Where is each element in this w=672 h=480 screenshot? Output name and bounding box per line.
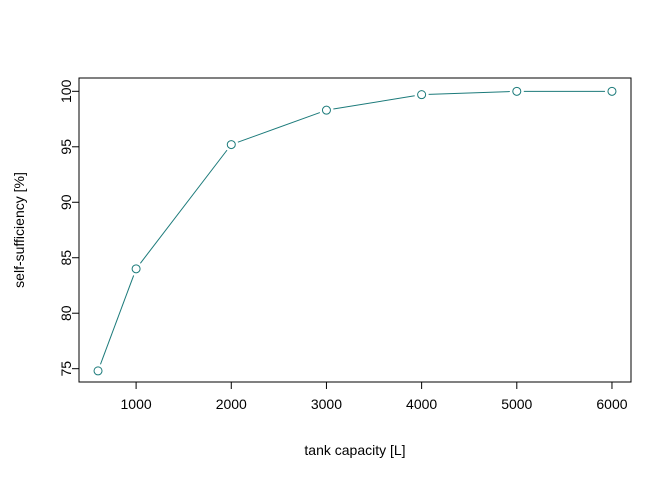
x-tick-label: 6000	[596, 396, 627, 412]
data-point	[131, 264, 141, 274]
x-axis-label: tank capacity [L]	[304, 442, 405, 458]
x-tick-label: 3000	[311, 396, 342, 412]
data-point	[417, 90, 427, 100]
series-group	[93, 86, 617, 376]
series-line-segment	[333, 95, 415, 110]
series-line-segment	[100, 275, 135, 365]
x-tick-label: 2000	[216, 396, 247, 412]
series-line-segment	[237, 112, 321, 143]
x-tick-label: 5000	[501, 396, 532, 412]
data-point	[607, 86, 617, 96]
plot-box	[78, 77, 632, 383]
x-tick-label: 4000	[406, 396, 437, 412]
y-axis-label: self-sufficiency [%]	[11, 172, 27, 288]
y-tick-label: 100	[58, 79, 74, 103]
y-tick-label: 95	[58, 139, 74, 155]
y-tick-label: 90	[58, 194, 74, 210]
data-point	[512, 86, 522, 96]
data-point	[321, 105, 331, 115]
y-axis: 75 80 85 90 95 100	[58, 79, 80, 377]
x-tick-label: 1000	[121, 396, 152, 412]
y-tick-label: 75	[58, 361, 74, 377]
y-tick-label: 85	[58, 250, 74, 266]
x-axis: 1000 2000 3000 4000 5000 6000	[121, 381, 628, 412]
data-point	[93, 366, 103, 376]
data-point	[226, 140, 236, 150]
y-tick-label: 80	[58, 305, 74, 321]
series-line-segment	[139, 149, 228, 264]
series-line-segment	[428, 91, 510, 95]
